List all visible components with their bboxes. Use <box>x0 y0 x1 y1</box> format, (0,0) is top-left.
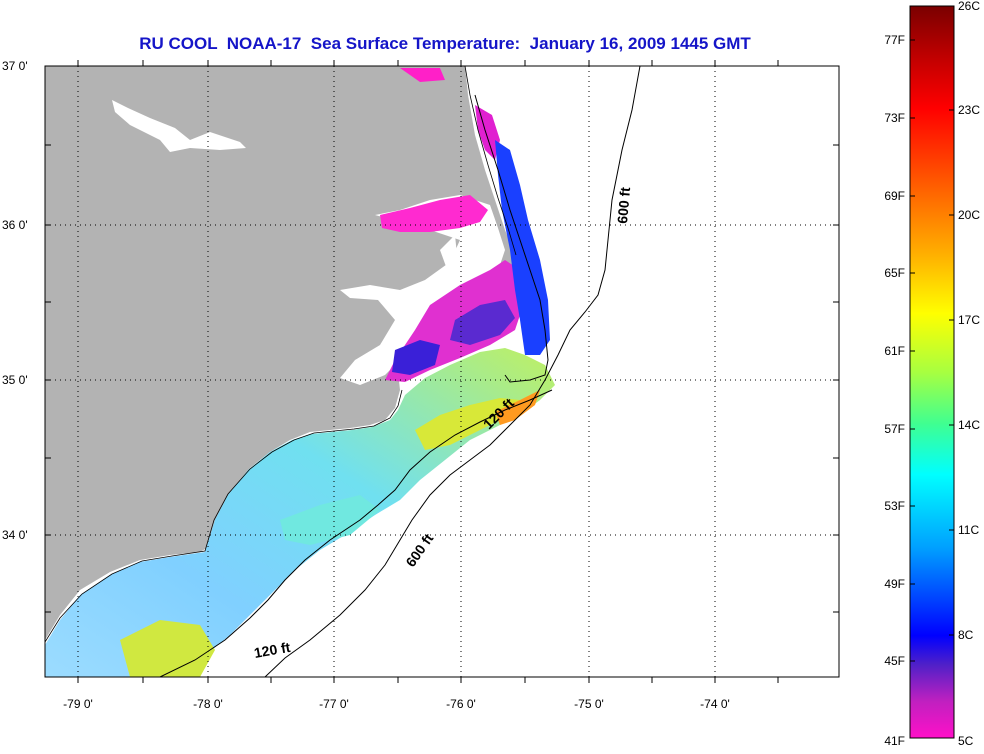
contour-600ft-line <box>264 66 641 677</box>
sst-northern-sound <box>380 195 488 232</box>
cb-f-77: 77F <box>884 33 905 47</box>
lon-label-75: -75 0' <box>574 697 604 711</box>
pamlico-sound <box>340 195 505 385</box>
sst-currituck <box>475 105 500 160</box>
sst-warm-patch <box>415 398 520 450</box>
cb-c-5: 5C <box>958 734 974 748</box>
lon-label-76: -76 0' <box>446 697 476 711</box>
color-bar-ticks <box>910 39 954 662</box>
cb-f-45: 45F <box>884 654 905 668</box>
sst-hot-spot <box>495 390 540 425</box>
lat-label-36: 36 0' <box>2 218 28 232</box>
inlet-river <box>440 235 458 272</box>
cb-f-53: 53F <box>884 499 905 513</box>
albemarle-river <box>112 100 246 152</box>
cb-f-73: 73F <box>884 111 905 125</box>
cb-f-69: 69F <box>884 189 905 203</box>
lon-label-78: -78 0' <box>193 697 223 711</box>
cb-f-65: 65F <box>884 266 905 280</box>
coastline-outline <box>45 66 517 643</box>
land-mass <box>45 66 515 640</box>
lon-label-77: -77 0' <box>319 697 349 711</box>
sst-south-warm <box>120 620 215 677</box>
cb-c-20: 20C <box>958 208 980 222</box>
cb-f-41: 41F <box>884 734 905 748</box>
cb-c-11: 11C <box>958 523 979 537</box>
lat-label-35: 35 0' <box>2 373 28 387</box>
lon-label-79: -79 0' <box>63 697 93 711</box>
cb-f-57: 57F <box>884 422 905 436</box>
sst-top-magenta <box>400 68 445 82</box>
contour-label-600ft-north: 600 ft <box>614 186 633 224</box>
sst-neuse <box>392 340 440 375</box>
map-title: RU COOL NOAA-17 Sea Surface Temperature:… <box>139 34 751 53</box>
sst-south-cyan <box>280 495 380 545</box>
cb-c-17: 17C <box>958 313 980 327</box>
contour-120ft-line-south <box>159 389 553 677</box>
color-bar <box>909 5 955 739</box>
axis-ticks <box>45 60 839 683</box>
lat-label-37: 37 0' <box>2 59 28 73</box>
contour-label-120ft-south: 120 ft <box>253 639 292 661</box>
lat-label-34: 34 0' <box>2 528 28 542</box>
cb-f-49: 49F <box>884 577 905 591</box>
cb-c-23: 23C <box>958 103 980 117</box>
map-frame <box>44 65 840 678</box>
lon-label-74: -74 0' <box>700 697 730 711</box>
lat-lon-grid <box>45 66 839 677</box>
cb-f-61: 61F <box>884 344 905 358</box>
sst-pamlico-deep <box>450 300 515 345</box>
cb-c-8: 8C <box>958 628 974 642</box>
cb-c-26: 26C <box>958 0 980 13</box>
cb-c-14: 14C <box>958 418 980 432</box>
